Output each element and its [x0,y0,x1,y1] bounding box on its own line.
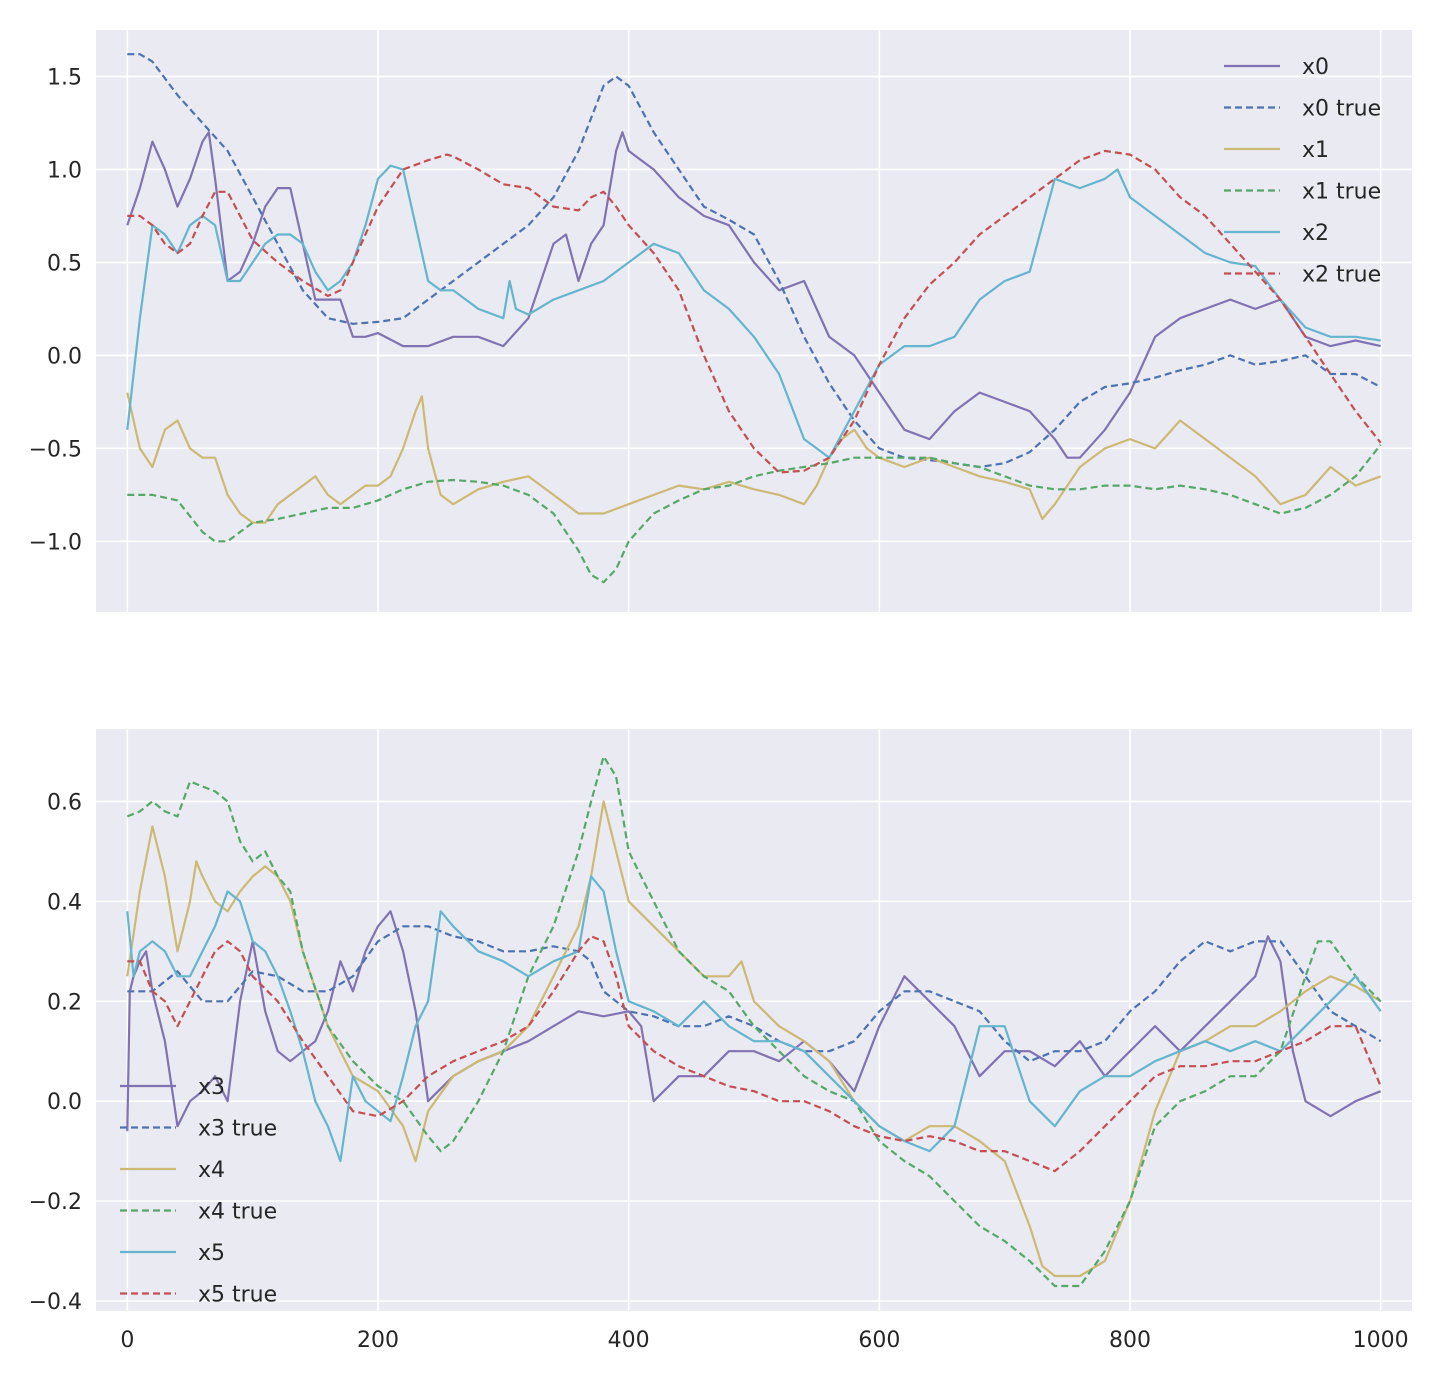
series-line-x2 [126,164,1381,459]
legend-label: x4 true [198,1200,277,1225]
top-chart: −1.0 −0.5 0.0 0.5 1.0 1.5 x0 x0 true x1 x1 true x2… [29,30,1412,612]
legend-label: x4 [198,1158,225,1183]
series-line-x1 [126,392,1382,524]
x-tick-label: 200 [357,1328,399,1353]
x-tick-label: 0 [120,1328,134,1353]
series-line-x1-true [127,444,1382,584]
plot-area [96,30,1412,612]
y-tick-label: 0.0 [47,1090,82,1115]
series-group [126,755,1382,1288]
series-line-x0 [126,131,1381,459]
series-line-x0-true [127,53,1382,469]
y-tick-label: 0.6 [47,790,82,815]
series-line-x2-true [127,149,1382,474]
legend-label: x1 [1302,138,1329,163]
legend-label: x0 [1302,55,1329,80]
series-line-x5-true [127,935,1382,1173]
x-tick-label: 1000 [1353,1328,1409,1353]
legend-label: x2 true [1302,263,1381,288]
series-line-x5 [126,875,1382,1163]
y-tick-label: 0.0 [47,344,82,369]
series-line-x3 [126,910,1382,1132]
y-tick-label: 0.2 [47,990,82,1015]
y-tick-label: −0.2 [29,1190,82,1215]
legend-label: x2 [1302,221,1329,246]
x-tick-label: 800 [1109,1328,1151,1353]
y-tick-label: 0.5 [47,251,82,276]
y-tick-label: −0.4 [29,1290,82,1315]
legend-label: x5 [198,1241,225,1266]
y-tick-label: 0.4 [47,890,82,915]
legend-label: x0 true [1302,97,1381,122]
x-tick-label: 400 [608,1328,650,1353]
legend-label: x1 true [1302,180,1381,205]
y-tick-label: 1.0 [47,158,82,183]
legend: x3 x3 true x4 x4 true x5 x5 true [120,1075,277,1308]
series-line-x4 [126,800,1382,1278]
y-tick-label: 1.5 [47,65,82,90]
x-tick-label: 600 [858,1328,900,1353]
legend-label: x5 true [198,1283,277,1308]
legend: x0 x0 true x1 x1 true x2 x2 true [1224,55,1381,288]
series-group [126,53,1382,584]
legend-label: x3 [198,1075,225,1100]
y-tick-label: −0.5 [29,437,82,462]
plot-area [96,729,1412,1311]
bottom-chart: −0.4−0.20.00.20.40.60 200 400 600 800 1000x3x… [29,729,1412,1353]
series-line-x4-true [126,755,1382,1288]
y-tick-label: −1.0 [29,530,82,555]
legend-label: x3 true [198,1117,277,1142]
series-line-x3-true [127,925,1382,1063]
